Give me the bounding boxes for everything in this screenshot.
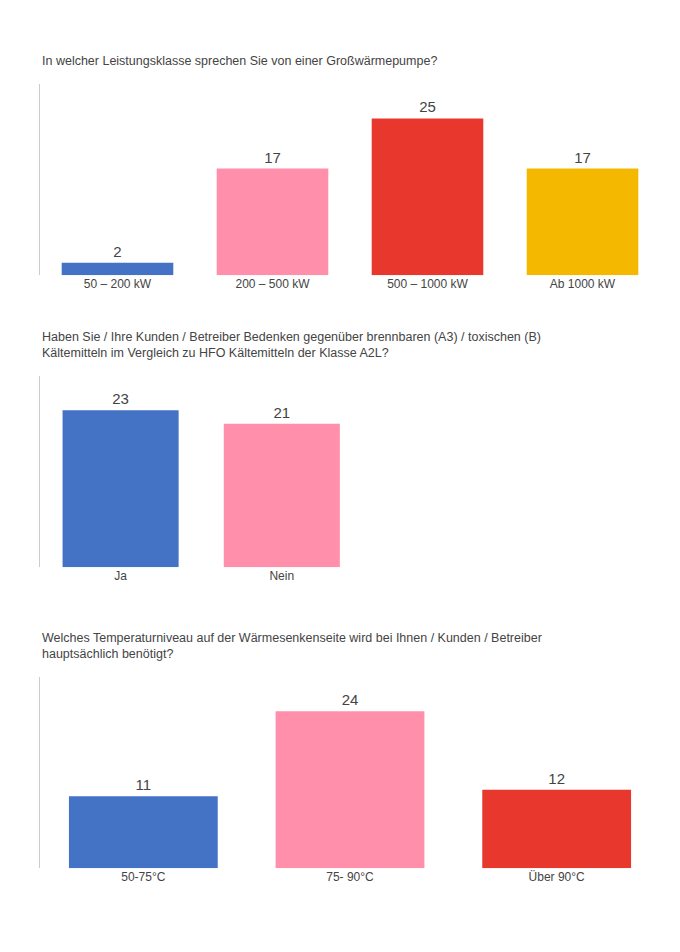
svg-text:23: 23 <box>112 390 129 407</box>
svg-text:Welches Temperaturniveau auf d: Welches Temperaturniveau auf der Wärmese… <box>42 631 542 661</box>
svg-text:Ja: Ja <box>114 569 127 583</box>
svg-text:17: 17 <box>574 149 591 166</box>
svg-text:Über 90°C: Über 90°C <box>529 870 585 884</box>
svg-text:In welcher Leistungsklasse spr: In welcher Leistungsklasse sprechen Sie … <box>42 54 437 68</box>
svg-text:50 – 200 kW: 50 – 200 kW <box>84 277 152 291</box>
svg-text:25: 25 <box>419 98 436 115</box>
svg-text:2: 2 <box>113 243 121 260</box>
svg-text:Nein: Nein <box>269 569 294 583</box>
svg-text:500 – 1000 kW: 500 – 1000 kW <box>387 277 468 291</box>
svg-text:11: 11 <box>136 776 152 793</box>
svg-text:24: 24 <box>342 691 359 708</box>
svg-text:Ab 1000 kW: Ab 1000 kW <box>550 277 616 291</box>
svg-text:12: 12 <box>548 770 565 787</box>
svg-text:200 – 500 kW: 200 – 500 kW <box>235 277 310 291</box>
svg-text:21: 21 <box>273 404 290 421</box>
svg-text:Haben Sie / Ihre Kunden / Betr: Haben Sie / Ihre Kunden / Betreiber Bede… <box>42 330 541 360</box>
svg-text:17: 17 <box>264 149 281 166</box>
svg-text:75- 90°C: 75- 90°C <box>326 870 374 884</box>
svg-text:50-75°C: 50-75°C <box>121 870 165 884</box>
